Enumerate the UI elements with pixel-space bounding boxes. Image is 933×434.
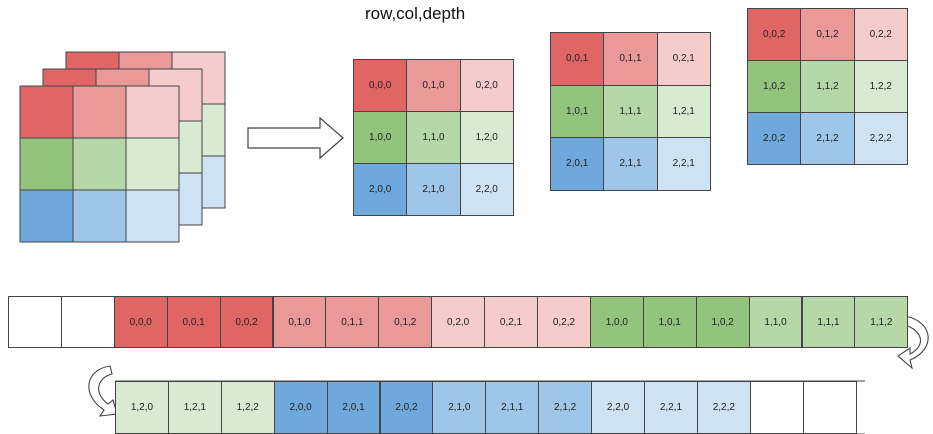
slice-cell: 2,0,2	[747, 112, 802, 165]
cube-face-cell	[125, 189, 180, 243]
slice-cell: 1,1,1	[603, 84, 658, 138]
slice-cell: 1,0,1	[550, 84, 605, 138]
strip2-cell: 2,1,2	[538, 381, 593, 434]
strip2-cell: 2,0,1	[326, 381, 381, 434]
strip1-cell: 0,2,2	[537, 296, 591, 348]
strip2-cell: 1,2,2	[220, 381, 275, 434]
slice-cell: 2,0,0	[353, 163, 408, 216]
depth-slice-2: 0,0,2 0,1,2 0,2,2 1,0,2 1,1,2 1,2,2 2,0,2 2,1,2…	[747, 8, 908, 165]
cube-face-cell	[72, 137, 127, 191]
strip1-cell: 1,1,2	[854, 296, 909, 348]
strip2-cell: 2,2,1	[644, 381, 698, 434]
strip2-cell: 2,0,2	[379, 381, 434, 434]
strip2-cell	[749, 381, 804, 434]
cube-face-cell	[72, 189, 127, 243]
strip1-cell: 0,2,0	[431, 296, 486, 348]
cube-face-cell	[19, 85, 74, 139]
cube-face-cell	[72, 85, 127, 139]
depth-slice-0: 0,0,0 0,1,0 0,2,0 1,0,0 1,1,0 1,2,0 2,0,0 2,1,0…	[353, 59, 514, 216]
diagram-title: row,col,depth	[365, 4, 466, 23]
slice-cell: 2,0,1	[550, 137, 605, 191]
strip1-cell: 0,1,0	[272, 296, 327, 348]
slice-cell: 1,2,2	[853, 60, 908, 113]
strip1-cell: 0,1,1	[325, 296, 380, 348]
strip2-cell: 2,0,0	[273, 381, 328, 434]
slice-cell: 2,1,0	[406, 163, 461, 216]
slice-cell: 0,2,2	[853, 8, 908, 61]
slice-cell: 0,0,1	[550, 32, 605, 86]
slice-cell: 0,1,2	[800, 8, 855, 61]
slice-cell: 1,0,0	[353, 111, 408, 164]
slice-cell: 0,2,0	[459, 59, 514, 112]
slice-cell: 2,2,0	[459, 163, 514, 216]
slice-cell: 1,1,0	[406, 111, 461, 164]
strip1-cell: 0,0,2	[219, 296, 274, 348]
right-arrow-icon	[247, 116, 344, 160]
slice-cell: 2,1,1	[603, 137, 658, 191]
slice-cell: 0,1,0	[406, 59, 461, 112]
slice-cell: 1,2,1	[656, 84, 711, 138]
curved-arrow-down-icon	[897, 315, 929, 370]
strip1-cell: 1,1,1	[801, 296, 856, 348]
slice-cell: 0,0,2	[747, 8, 802, 61]
slice-cell: 0,2,1	[656, 32, 711, 86]
strip2-cell: 2,1,0	[432, 381, 487, 434]
strip2-cell: 1,2,0	[115, 381, 169, 434]
strip1-cell	[60, 296, 115, 348]
slice-cell: 0,1,1	[603, 32, 658, 86]
strip1-cell: 1,0,0	[589, 296, 644, 348]
strip1-cell: 0,0,0	[113, 296, 168, 348]
strip2-cell: 1,2,1	[167, 381, 222, 434]
cube-face-cell	[19, 137, 74, 191]
slice-cell: 2,2,2	[853, 112, 908, 165]
strip2-cell: 2,1,1	[485, 381, 540, 434]
strip2-cell: 2,2,0	[591, 381, 645, 434]
strip2-cell: 2,2,2	[696, 381, 751, 434]
slice-cell: 2,2,1	[656, 137, 711, 191]
cube-stack-icon	[19, 51, 226, 243]
slice-cell: 1,2,0	[459, 111, 514, 164]
cube-face-cell	[125, 137, 180, 191]
slice-cell: 0,0,0	[353, 59, 408, 112]
cube-face-cell	[125, 85, 180, 139]
cube-face-cell	[19, 189, 74, 243]
depth-slice-1: 0,0,1 0,1,1 0,2,1 1,0,1 1,1,1 1,2,1 2,0,1 2,1,1…	[550, 32, 711, 191]
curved-arrow-left-icon	[88, 365, 118, 417]
strip1-cell: 0,1,2	[378, 296, 433, 348]
strip1-cell: 1,0,1	[642, 296, 697, 348]
slice-cell: 2,1,2	[800, 112, 855, 165]
strip1-cell: 0,2,1	[484, 296, 538, 348]
slice-cell: 1,0,2	[747, 60, 802, 113]
strip2-cell	[802, 381, 857, 434]
slice-cell: 1,1,2	[800, 60, 855, 113]
strip1-cell: 0,0,1	[166, 296, 221, 348]
strip1-cell	[8, 296, 62, 348]
strip1-cell: 1,1,0	[748, 296, 803, 348]
strip1-cell: 1,0,2	[695, 296, 750, 348]
